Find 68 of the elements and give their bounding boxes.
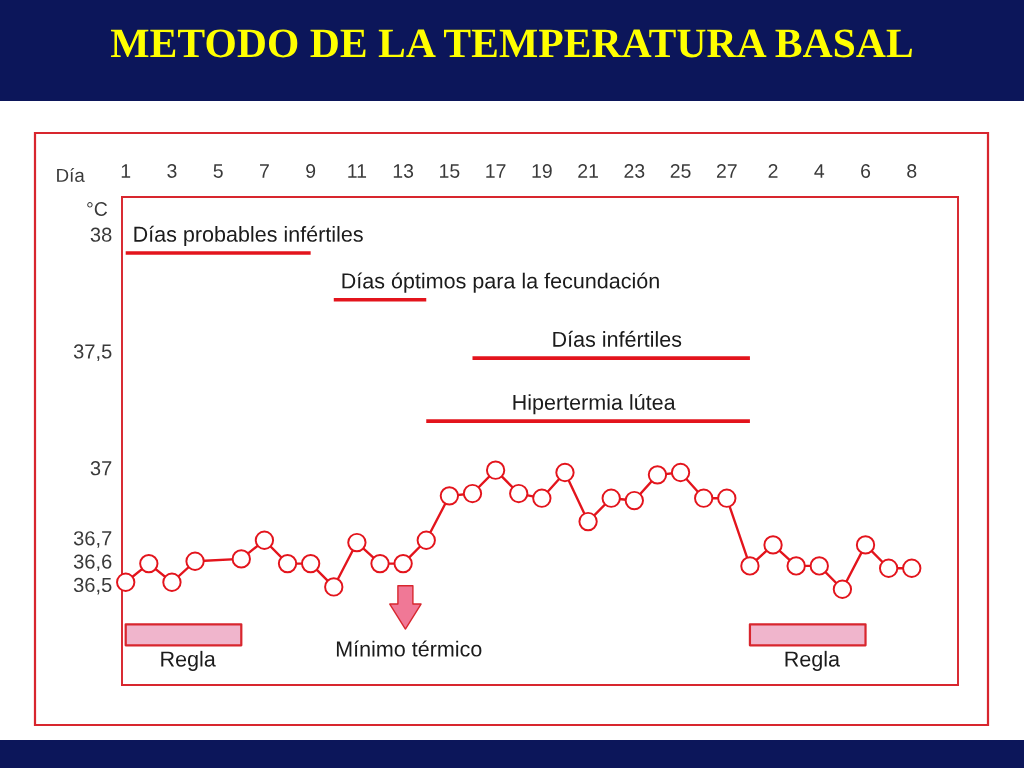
series-label: Hipertermia lútea [513, 393, 676, 415]
chart-title: METODO DE LA TEMPERATURA BASAL [110, 29, 912, 58]
x-tick-label: 25 [670, 164, 691, 178]
point [393, 553, 413, 574]
point [624, 490, 644, 511]
x-tick-label: 6 [861, 164, 871, 178]
x-tick-label: 17 [486, 164, 506, 178]
point [162, 572, 182, 592]
point [786, 556, 806, 576]
x-tick-label: 23 [624, 164, 645, 178]
x-tick-label: 2 [768, 164, 778, 178]
point [694, 488, 714, 508]
point [231, 549, 251, 569]
point [301, 553, 321, 574]
point [647, 465, 668, 485]
point [878, 558, 899, 578]
y-tick-label: 38 [90, 227, 112, 242]
point [740, 556, 760, 576]
point [370, 553, 390, 574]
x-tick-label: 21 [578, 164, 598, 178]
y-tick-label: 36,7 [73, 531, 112, 548]
series-label: Días óptimos para la fecundación [342, 272, 659, 293]
point [347, 532, 367, 553]
point [578, 511, 598, 532]
point [462, 483, 483, 504]
point [809, 556, 829, 576]
point [185, 551, 205, 571]
point [832, 579, 853, 599]
x-tick-label: 13 [393, 164, 414, 178]
x-tick-label: 4 [814, 164, 825, 178]
point [254, 530, 275, 550]
point [139, 553, 159, 574]
y-tick-label: 36,5 [73, 577, 112, 595]
point [324, 577, 344, 597]
point [855, 535, 876, 555]
y-tick-label: 37,5 [73, 344, 112, 361]
point [532, 488, 552, 508]
point [717, 488, 737, 508]
x-tick-label: 3 [167, 164, 177, 178]
x-tick-label: 5 [213, 164, 223, 178]
point [509, 483, 529, 504]
x-tick-label: 15 [440, 164, 460, 178]
x-tick-label: 19 [532, 164, 552, 178]
series-label: Regla [161, 650, 216, 671]
point [416, 530, 436, 550]
point [670, 462, 691, 483]
y-axis-title: °C [87, 202, 108, 216]
x-axis-title: Día [57, 168, 85, 183]
series-label: Regla [785, 650, 841, 671]
point [601, 488, 621, 508]
series-label: Días infértiles [553, 330, 682, 347]
x-tick-label: 27 [716, 164, 737, 178]
x-tick-label: 11 [348, 164, 367, 178]
point [439, 486, 460, 506]
point [485, 460, 506, 480]
y-tick-label: 37 [90, 461, 112, 476]
point [555, 462, 575, 483]
series-label: Días probables infértiles [134, 225, 363, 247]
point [902, 558, 922, 578]
annotation: Mínimo térmico [336, 640, 482, 657]
x-tick-label: 9 [306, 164, 316, 178]
point [763, 535, 783, 555]
y-tick-label: 36,6 [73, 554, 112, 572]
x-tick-label: 7 [260, 164, 269, 178]
point [116, 572, 136, 592]
point [277, 553, 298, 574]
x-tick-label: 1 [121, 164, 131, 178]
x-tick-label: 8 [907, 164, 917, 178]
